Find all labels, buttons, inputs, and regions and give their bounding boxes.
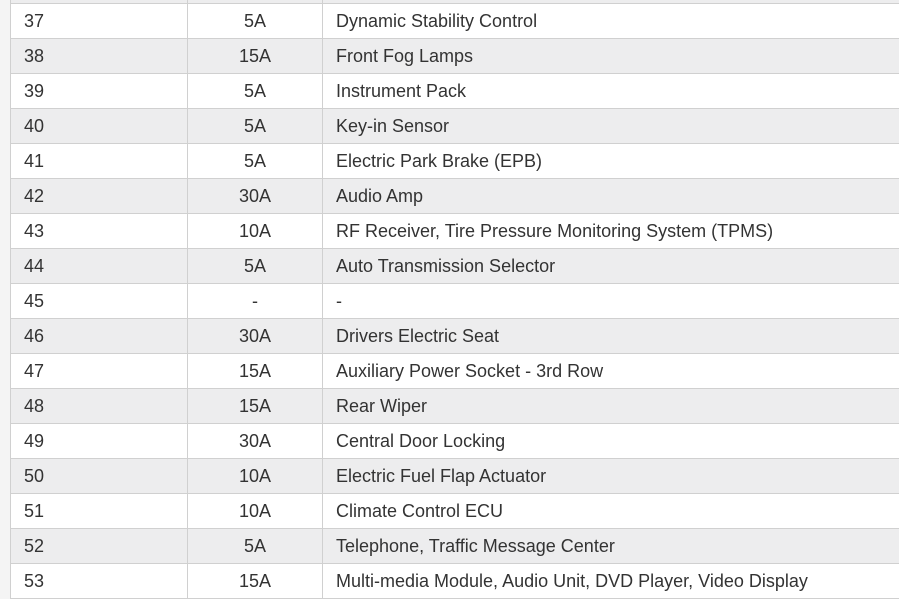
fuse-rating-cell: 5A <box>188 109 323 144</box>
fuse-description-cell: Electric Fuel Flap Actuator <box>323 459 899 494</box>
fuse-description-cell: Climate Control ECU <box>323 494 899 529</box>
fuse-number-cell: 50 <box>11 459 188 494</box>
fuse-rating-cell: 5A <box>188 74 323 109</box>
fuse-number-cell: 37 <box>11 4 188 39</box>
fuse-rating-cell: 30A <box>188 424 323 459</box>
fuse-rating-cell: 10A <box>188 459 323 494</box>
fuse-number-cell: 52 <box>11 529 188 564</box>
fuse-rating-cell: 5A <box>188 144 323 179</box>
fuse-rating-cell: 15A <box>188 354 323 389</box>
fuse-number-cell: 51 <box>11 494 188 529</box>
fuse-rating-cell: 15A <box>188 39 323 74</box>
fuse-rating-cell: 30A <box>188 179 323 214</box>
fuse-number-cell: 49 <box>11 424 188 459</box>
fuse-number-cell: 53 <box>11 564 188 599</box>
fuse-description-cell: Front Fog Lamps <box>323 39 899 74</box>
fuse-description-cell: Telephone, Traffic Message Center <box>323 529 899 564</box>
fuse-rating-cell: 15A <box>188 564 323 599</box>
fuse-description-cell: RF Receiver, Tire Pressure Monitoring Sy… <box>323 214 899 249</box>
fuse-description-cell: Multi-media Module, Audio Unit, DVD Play… <box>323 564 899 599</box>
fuse-description-cell: Auto Transmission Selector <box>323 249 899 284</box>
fuse-number-cell: 42 <box>11 179 188 214</box>
fuse-number-cell: 41 <box>11 144 188 179</box>
fuse-number-cell: 46 <box>11 319 188 354</box>
fuse-description-cell: Central Door Locking <box>323 424 899 459</box>
fuse-rating-cell: 5A <box>188 249 323 284</box>
fuse-description-cell: Key-in Sensor <box>323 109 899 144</box>
fuse-number-cell: 44 <box>11 249 188 284</box>
fuse-description-cell: Electric Park Brake (EPB) <box>323 144 899 179</box>
fuse-number-cell: 40 <box>11 109 188 144</box>
fuse-description-cell: Rear Wiper <box>323 389 899 424</box>
fuse-number-cell: 45 <box>11 284 188 319</box>
fuse-description-cell: Dynamic Stability Control <box>323 4 899 39</box>
fuse-description-cell: Instrument Pack <box>323 74 899 109</box>
fuse-rating-cell: 5A <box>188 4 323 39</box>
fuse-number-cell: 48 <box>11 389 188 424</box>
fuse-number-cell: 47 <box>11 354 188 389</box>
fuse-rating-cell: 30A <box>188 319 323 354</box>
fuse-description-cell: Audio Amp <box>323 179 899 214</box>
fuse-rating-cell: 10A <box>188 214 323 249</box>
table-row: 45-- <box>11 284 899 319</box>
fuse-number-cell: 43 <box>11 214 188 249</box>
fuse-rating-cell: 10A <box>188 494 323 529</box>
fuse-number-cell: 39 <box>11 74 188 109</box>
fuse-rating-cell: 15A <box>188 389 323 424</box>
fuse-rating-cell: - <box>188 284 323 319</box>
fuse-description-cell: Auxiliary Power Socket - 3rd Row <box>323 354 899 389</box>
fuse-description-cell: - <box>323 284 899 319</box>
fuse-number-cell: 38 <box>11 39 188 74</box>
fuse-rating-cell: 5A <box>188 529 323 564</box>
fuse-description-cell: Drivers Electric Seat <box>323 319 899 354</box>
